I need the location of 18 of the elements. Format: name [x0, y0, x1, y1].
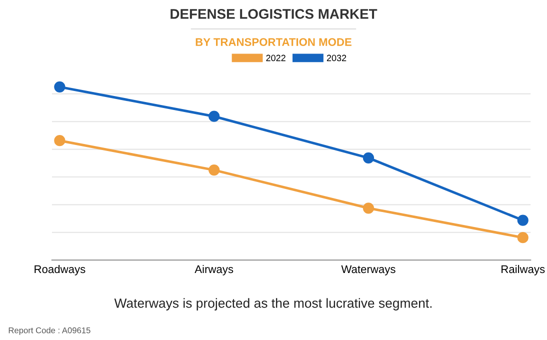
point — [362, 202, 374, 214]
chart-subtitle: BY TRANSPORTATION MODE — [196, 38, 352, 46]
x-tick-label: Railways — [502, 264, 545, 276]
chart-title: DEFENSE LOGISTICS MARKET — [170, 9, 378, 19]
point — [208, 110, 220, 122]
point — [362, 152, 374, 164]
point — [517, 214, 528, 226]
x-tick-label: Roadways — [34, 264, 86, 276]
legend-label: 2032 — [326, 54, 346, 62]
legend-label: 2022 — [266, 54, 286, 62]
point — [517, 232, 528, 244]
x-tick-label: Airways — [194, 264, 234, 276]
point — [208, 164, 220, 176]
point — [54, 135, 66, 146]
point — [54, 81, 66, 92]
x-tick-label: Waterways — [341, 265, 396, 276]
text: Report Code : A09615 — [8, 327, 90, 335]
text: Waterways is projected as the most lucrative segment. — [114, 298, 432, 310]
